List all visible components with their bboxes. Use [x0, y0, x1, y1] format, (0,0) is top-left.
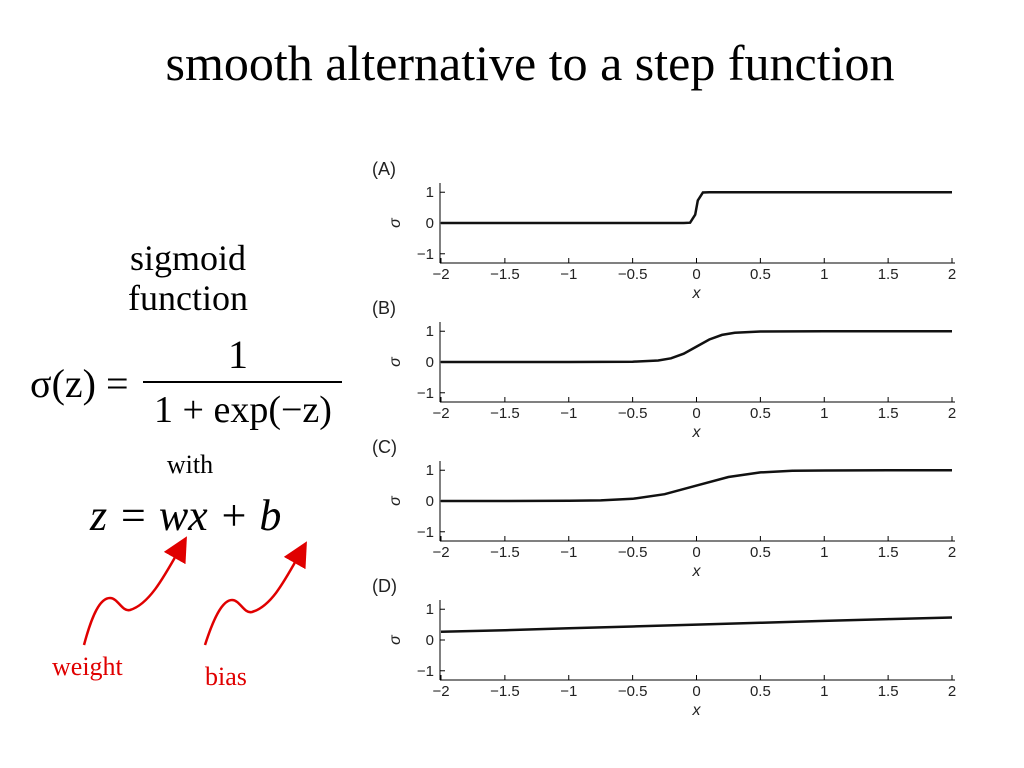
sigmoid-label-line2: function — [128, 278, 248, 318]
x-axis-label: x — [692, 424, 702, 441]
panel-label: (C) — [372, 437, 397, 457]
y-tick-label: 0 — [426, 493, 434, 510]
x-tick-label: −1.5 — [490, 544, 520, 561]
y-tick-label: 1 — [426, 601, 434, 618]
y-tick-label: 1 — [426, 462, 434, 479]
x-tick-label: 1.5 — [878, 266, 899, 283]
y-axis-label: σ — [387, 217, 404, 228]
x-tick-label: 2 — [948, 683, 956, 700]
formula-denominator: 1 + exp(−z) — [154, 389, 332, 431]
y-tick-label: 1 — [426, 323, 434, 340]
bias-arrow — [203, 541, 307, 646]
x-axis-label: x — [692, 702, 702, 719]
x-tick-label: 0 — [692, 683, 700, 700]
z-formula: z = wx + b — [89, 491, 281, 540]
x-tick-label: −0.5 — [618, 683, 648, 700]
weight-arrow — [82, 536, 187, 646]
x-tick-label: 2 — [948, 544, 956, 561]
sigmoid-label-line1: sigmoid — [129, 238, 246, 278]
x-tick-label: 2 — [948, 266, 956, 283]
with-text: with — [166, 450, 214, 479]
y-tick-label: 1 — [426, 184, 434, 201]
x-tick-label: 0.5 — [750, 544, 771, 561]
x-tick-label: 0.5 — [750, 266, 771, 283]
x-tick-label: −1.5 — [490, 683, 520, 700]
y-axis-label: σ — [387, 356, 404, 367]
x-tick-label: 1.5 — [878, 405, 899, 422]
x-tick-label: 2 — [948, 405, 956, 422]
x-tick-label: −1 — [560, 544, 577, 561]
sigmoid-series-line — [441, 329, 952, 364]
x-tick-label: −1 — [560, 405, 577, 422]
x-tick-label: −2 — [432, 683, 449, 700]
x-tick-label: 1 — [820, 266, 828, 283]
y-tick-label: −1 — [417, 663, 434, 680]
x-tick-label: −1.5 — [490, 405, 520, 422]
formula-numerator: 1 — [228, 332, 248, 377]
x-tick-label: −1 — [560, 266, 577, 283]
y-tick-label: 0 — [426, 354, 434, 371]
x-tick-label: 0 — [692, 266, 700, 283]
x-tick-label: 0.5 — [750, 405, 771, 422]
x-tick-label: −2 — [432, 544, 449, 561]
sigma-lhs: σ(z) = — [30, 361, 129, 406]
x-tick-label: 1 — [820, 544, 828, 561]
x-axis-label: x — [692, 563, 702, 580]
x-tick-label: −0.5 — [618, 266, 648, 283]
y-tick-label: 0 — [426, 215, 434, 232]
y-axis-label: σ — [387, 495, 404, 506]
sigmoid-series-line — [441, 190, 952, 225]
x-tick-label: −1.5 — [490, 266, 520, 283]
x-tick-label: −2 — [432, 405, 449, 422]
x-tick-label: 1 — [820, 683, 828, 700]
y-tick-label: 0 — [426, 632, 434, 649]
y-tick-label: −1 — [417, 524, 434, 541]
x-tick-label: 0 — [692, 544, 700, 561]
x-tick-label: 0 — [692, 405, 700, 422]
x-tick-label: −0.5 — [618, 544, 648, 561]
panel-label: (B) — [372, 298, 396, 318]
panel-label: (D) — [372, 576, 397, 596]
y-axis-label: σ — [387, 634, 404, 645]
x-tick-label: 1 — [820, 405, 828, 422]
x-axis-label: x — [692, 285, 702, 302]
y-tick-label: −1 — [417, 385, 434, 402]
x-tick-label: 0.5 — [750, 683, 771, 700]
x-tick-label: −2 — [432, 266, 449, 283]
sigmoid-series-line — [441, 468, 952, 503]
panel-label: (A) — [372, 159, 396, 179]
x-tick-label: −0.5 — [618, 405, 648, 422]
x-tick-label: −1 — [560, 683, 577, 700]
weight-label: weight — [52, 652, 123, 681]
sigmoid-series-line — [440, 616, 953, 633]
bias-label: bias — [205, 662, 247, 691]
slide-title: smooth alternative to a step function — [165, 35, 895, 91]
x-tick-label: 1.5 — [878, 544, 899, 561]
x-tick-label: 1.5 — [878, 683, 899, 700]
y-tick-label: −1 — [417, 246, 434, 263]
